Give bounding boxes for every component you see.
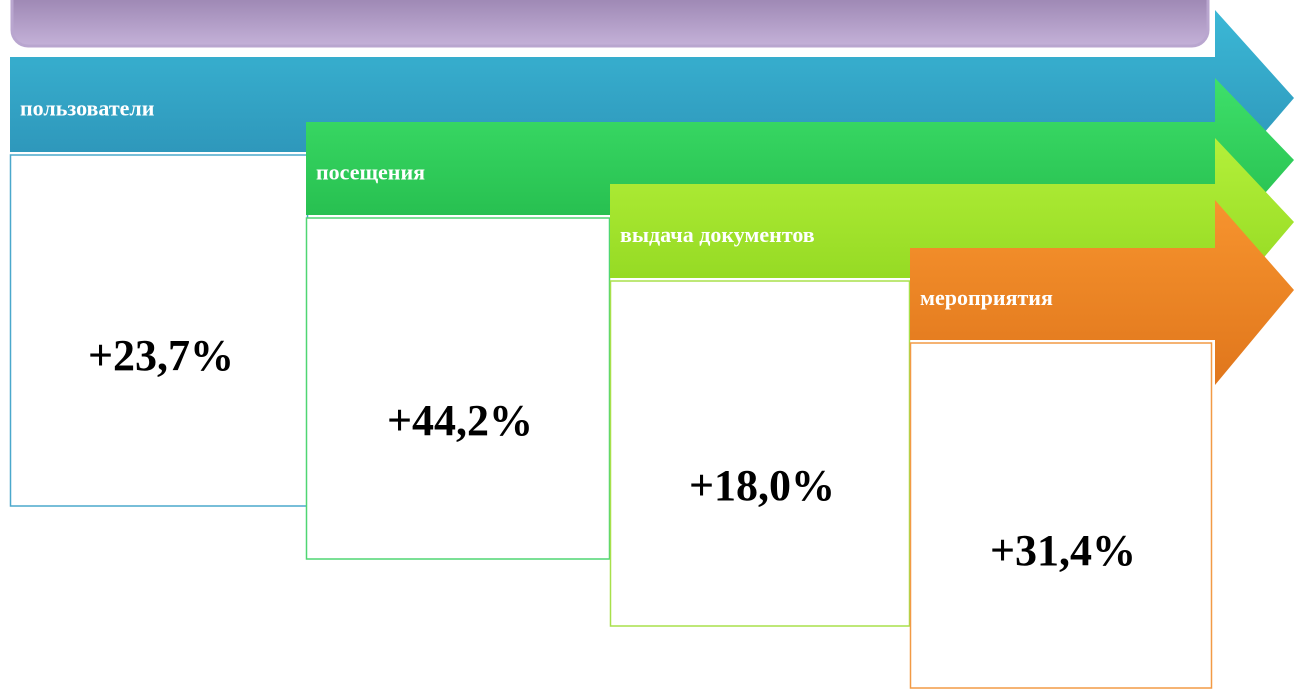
value-box xyxy=(609,280,911,627)
step-label: посещения xyxy=(316,160,425,185)
arrow xyxy=(910,200,1294,385)
value-box xyxy=(9,154,309,507)
step-value: +18,0% xyxy=(689,461,835,510)
header-banner xyxy=(10,0,1210,48)
step-label: выдача документов xyxy=(620,222,815,247)
step-value: +23,7% xyxy=(88,331,234,380)
value-box xyxy=(909,342,1213,689)
value-box xyxy=(305,217,611,560)
step-value: +31,4% xyxy=(990,526,1136,575)
steps: пользователи +23,7% посещения +44,2% выдача … xyxy=(9,10,1294,689)
step-label: пользователи xyxy=(20,96,155,121)
step-value: +44,2% xyxy=(387,396,533,445)
step-label: мероприятия xyxy=(920,285,1053,310)
